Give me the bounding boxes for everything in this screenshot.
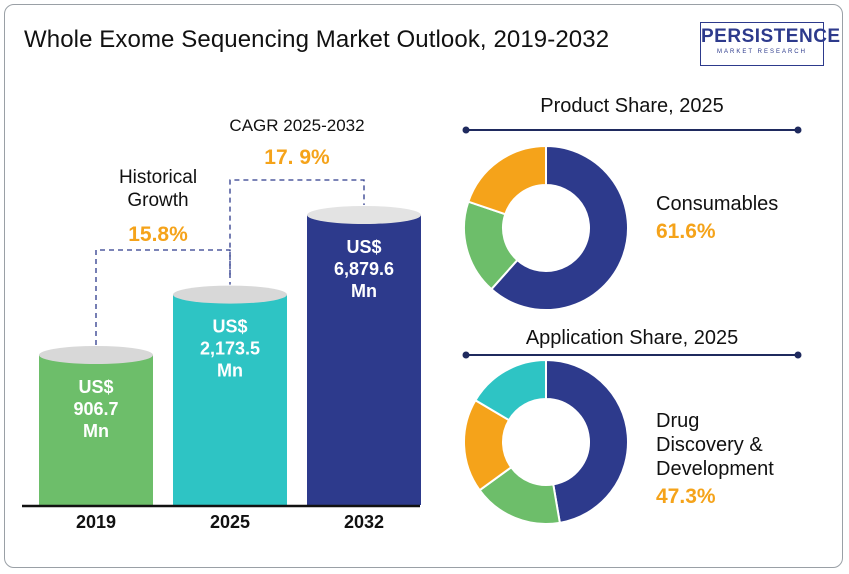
donut-title-2: Application Share, 2025 [526, 327, 738, 349]
donut-slice-1-2 [467, 144, 547, 216]
brand-logo: PERSISTENCE MARKET RESEARCH [700, 22, 841, 66]
divider-dot-left-2 [462, 351, 470, 359]
bar-cap-2032 [307, 206, 421, 224]
logo-name: PERSISTENCE [701, 26, 841, 47]
historical-growth-connector [95, 249, 231, 345]
x-tick-label: 2025 [210, 512, 250, 532]
historical-growth-value: 15.8% [128, 223, 188, 246]
page-title: Whole Exome Sequencing Market Outlook, 2… [24, 26, 610, 53]
bar-cap-2019 [39, 346, 153, 364]
donut-highlight-label-2: Development [656, 458, 774, 480]
donut-highlight-label-2: Drug [656, 410, 699, 432]
historical-growth-label: Growth [127, 190, 188, 211]
donut-slice-2-0 [545, 358, 629, 524]
infographic-frame [4, 4, 843, 568]
bar-value-label: Mn [217, 361, 243, 381]
historical-growth-label: Historical [119, 167, 197, 188]
bar-2025 [173, 294, 287, 505]
bar-2032 [307, 215, 421, 505]
divider-dot-left-1 [462, 126, 470, 134]
x-tick-label: 2019 [76, 512, 116, 532]
donut-highlight-label-1: Consumables [656, 193, 778, 215]
bar-2019 [39, 355, 153, 505]
bar-value-label: 906.7 [73, 399, 118, 419]
donut-highlight-value-1: 61.6% [656, 220, 716, 243]
bar-cap-2025 [173, 285, 287, 304]
bar-value-label: Mn [83, 421, 109, 441]
logo-tagline: MARKET RESEARCH [717, 49, 807, 55]
bar-value-label: US$ [346, 237, 381, 257]
divider-dot-right-2 [794, 351, 802, 359]
donut-slice-1-0 [489, 144, 629, 311]
donut-title-1: Product Share, 2025 [540, 95, 723, 117]
bar-value-label: US$ [212, 317, 247, 337]
cagr-connector [229, 179, 365, 275]
cagr-label: CAGR 2025-2032 [229, 116, 364, 135]
bar-value-label: US$ [78, 377, 113, 397]
cagr-value: 17. 9% [264, 146, 330, 169]
bar-value-label: 6,879.6 [334, 259, 394, 279]
x-tick-label: 2032 [344, 512, 384, 532]
bar-value-label: 2,173.5 [200, 339, 260, 359]
donut-highlight-value-2: 47.3% [656, 485, 716, 508]
bar-value-label: Mn [351, 281, 377, 301]
divider-dot-right-1 [794, 126, 802, 134]
donut-highlight-label-2: Discovery & [656, 434, 763, 456]
donut-slice-2-3 [474, 358, 547, 422]
